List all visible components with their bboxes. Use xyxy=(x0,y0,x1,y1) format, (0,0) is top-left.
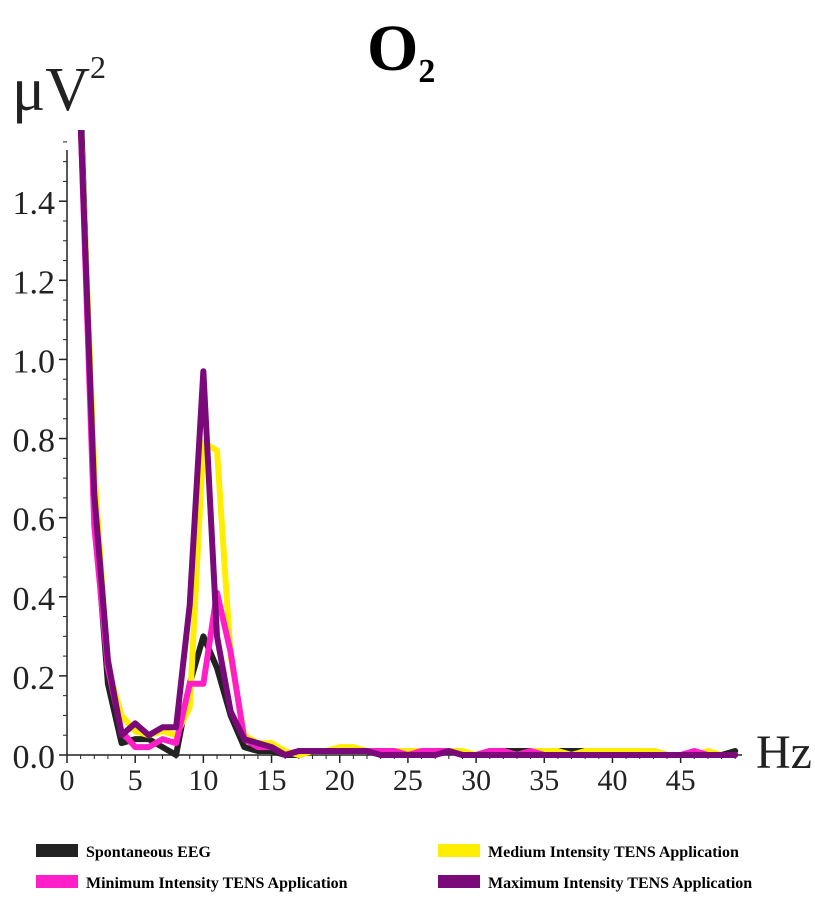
y-axis-label: μV2 xyxy=(12,49,106,124)
y-tick-label: 1.4 xyxy=(13,185,56,222)
x-tick-label: 30 xyxy=(461,764,491,797)
y-tick-label: 0.8 xyxy=(13,423,56,460)
y-tick-label: 0.0 xyxy=(13,739,56,776)
x-tick-label: 0 xyxy=(60,764,75,797)
series-line-medium-intensity-tens-application xyxy=(77,130,739,758)
x-tick-label: 5 xyxy=(128,764,143,797)
y-axis-label-main: μV xyxy=(12,56,90,124)
y-axis-label-superscript: 2 xyxy=(90,49,106,85)
y-tick-label: 0.6 xyxy=(13,502,56,539)
legend-label: Minimum Intensity TENS Application xyxy=(86,875,348,892)
x-tick-label: 15 xyxy=(257,764,287,797)
legend: Spontaneous EEG Medium Intensity TENS App… xyxy=(36,844,752,892)
y-tick-label: 1.2 xyxy=(13,264,56,301)
x-tick-label: 10 xyxy=(188,764,218,797)
legend-swatch xyxy=(438,875,480,888)
x-tick-label: 40 xyxy=(597,764,627,797)
x-tick-label: 20 xyxy=(325,764,355,797)
legend-swatch xyxy=(36,844,78,857)
chart-title-main: O xyxy=(367,12,418,85)
x-tick-label: 35 xyxy=(529,764,559,797)
x-ticks: 0 5 10 15 20 25 30 35 40 45 xyxy=(60,755,736,797)
x-tick-label: 25 xyxy=(393,764,423,797)
y-ticks: 0.0 0.2 0.4 0.6 0.8 1.0 1.2 1.4 xyxy=(13,141,67,776)
chart-title-subscript: 2 xyxy=(418,53,435,90)
x-axis-label: Hz xyxy=(756,726,812,779)
y-tick-label: 0.4 xyxy=(13,581,56,618)
chart-title: O2 xyxy=(367,12,435,90)
y-tick-label: 1.0 xyxy=(13,343,56,380)
series-line-spontaneous-eeg xyxy=(78,130,739,758)
legend-swatch xyxy=(36,875,78,888)
series-line-maximum-intensity-tens-application xyxy=(77,130,739,758)
legend-label: Maximum Intensity TENS Application xyxy=(488,875,752,892)
legend-label: Spontaneous EEG xyxy=(86,844,211,861)
legend-swatch xyxy=(438,844,480,857)
series-lines xyxy=(77,130,739,758)
series-line-minimum-intensity-tens-application xyxy=(77,130,739,758)
y-tick-label: 0.2 xyxy=(13,660,56,697)
legend-label: Medium Intensity TENS Application xyxy=(488,844,739,861)
x-tick-label: 45 xyxy=(666,764,696,797)
